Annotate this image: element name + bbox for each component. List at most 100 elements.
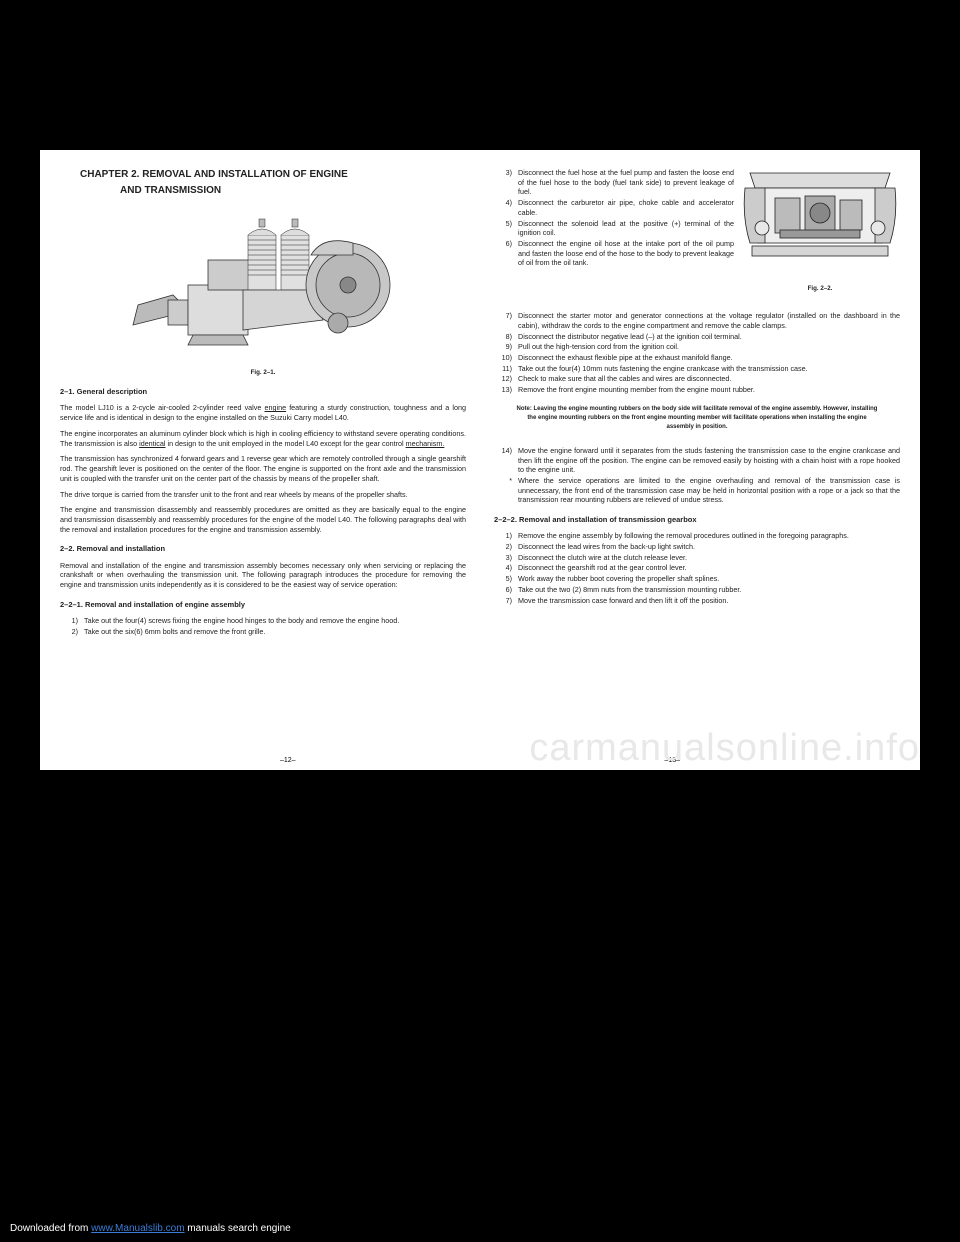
sec-2-1-heading: 2–1. General description xyxy=(60,387,466,397)
list-item: 2)Disconnect the lead wires from the bac… xyxy=(494,542,900,552)
list-item: 1)Take out the four(4) screws fixing the… xyxy=(60,616,466,626)
step-number: 11) xyxy=(494,364,518,374)
step-number: 13) xyxy=(494,385,518,395)
list-item: 3)Disconnect the fuel hose at the fuel p… xyxy=(494,168,734,197)
step-text: Pull out the high-tension cord from the … xyxy=(518,342,900,352)
sec-2-1-para4: The drive torque is carried from the tra… xyxy=(60,490,466,500)
steps-gearbox: 1)Remove the engine assembly by followin… xyxy=(494,531,900,605)
step-14-list: 14)Move the engine forward until it sepa… xyxy=(494,446,900,505)
chapter-title: CHAPTER 2. REMOVAL AND INSTALLATION OF E… xyxy=(60,168,466,182)
list-item: 14)Move the engine forward until it sepa… xyxy=(494,446,900,475)
step-text: Disconnect the exhaust flexible pipe at … xyxy=(518,353,900,363)
download-link[interactable]: www.Manualslib.com xyxy=(91,1223,184,1234)
list-item: 13)Remove the front engine mounting memb… xyxy=(494,385,900,395)
fig1-caption: Fig. 2–1. xyxy=(60,369,466,377)
list-item: 6)Disconnect the engine oil hose at the … xyxy=(494,239,734,268)
list-item: 2)Take out the six(6) 6mm bolts and remo… xyxy=(60,627,466,637)
step-number: 9) xyxy=(494,342,518,352)
download-bar: Downloaded from www.Manualslib.com manua… xyxy=(10,1223,291,1234)
sec-2-2-heading: 2–2. Removal and installation xyxy=(60,544,466,554)
step-text: Disconnect the starter motor and generat… xyxy=(518,311,900,330)
step-number: 2) xyxy=(494,542,518,552)
steps-right-full: 7)Disconnect the starter motor and gener… xyxy=(494,311,900,395)
manual-page-spread: CHAPTER 2. REMOVAL AND INSTALLATION OF E… xyxy=(40,150,920,770)
list-item: 7)Move the transmission case forward and… xyxy=(494,596,900,606)
sec-2-2-para: Removal and installation of the engine a… xyxy=(60,561,466,590)
step-number: 3) xyxy=(494,553,518,563)
page-number-left: –12– xyxy=(280,757,296,764)
step-number: 1) xyxy=(60,616,84,626)
list-item: 5)Disconnect the solenoid lead at the po… xyxy=(494,219,734,238)
list-item: 11)Take out the four(4) 10mm nuts fasten… xyxy=(494,364,900,374)
step-text: Check to make sure that all the cables a… xyxy=(518,374,900,384)
list-item: 12)Check to make sure that all the cable… xyxy=(494,374,900,384)
step-number: * xyxy=(494,476,518,505)
list-item: 10)Disconnect the exhaust flexible pipe … xyxy=(494,353,900,363)
download-suffix: manuals search engine xyxy=(185,1223,291,1234)
step-number: 6) xyxy=(494,239,518,268)
list-item: 6)Take out the two (2) 8mm nuts from the… xyxy=(494,585,900,595)
step-text: Disconnect the distributor negative lead… xyxy=(518,332,900,342)
watermark: carmanualsonline.info xyxy=(529,727,920,770)
step-number: 12) xyxy=(494,374,518,384)
vehicle-figure: Fig. 2–2. xyxy=(740,168,900,303)
step-text: Disconnect the solenoid lead at the posi… xyxy=(518,219,734,238)
step-text: Move the transmission case forward and t… xyxy=(518,596,900,606)
list-item: 5)Work away the rubber boot covering the… xyxy=(494,574,900,584)
sec-2-1-para1: The model LJ10 is a 2-cycle air-cooled 2… xyxy=(60,403,466,422)
step-number: 7) xyxy=(494,311,518,330)
step-text: Disconnect the gearshift rod at the gear… xyxy=(518,563,900,573)
text: The model LJ10 is a 2-cycle air-cooled 2… xyxy=(60,403,264,412)
step-number: 5) xyxy=(494,574,518,584)
list-item: 8)Disconnect the distributor negative le… xyxy=(494,332,900,342)
step-text: Take out the four(4) screws fixing the e… xyxy=(84,616,466,626)
list-item: 4)Disconnect the gearshift rod at the ge… xyxy=(494,563,900,573)
underline-engine: engine xyxy=(264,403,286,412)
list-item: 3)Disconnect the clutch wire at the clut… xyxy=(494,553,900,563)
list-item: 1)Remove the engine assembly by followin… xyxy=(494,531,900,541)
top-right-block: 3)Disconnect the fuel hose at the fuel p… xyxy=(494,168,900,303)
steps-left: 1)Take out the four(4) screws fixing the… xyxy=(60,616,466,636)
sec-2-2-2-heading: 2–2–2. Removal and installation of trans… xyxy=(494,515,900,525)
step-text: Take out the four(4) 10mm nuts fastening… xyxy=(518,364,900,374)
step-text: Move the engine forward until it separat… xyxy=(518,446,900,475)
steps-right-top: 3)Disconnect the fuel hose at the fuel p… xyxy=(494,168,740,297)
step-number: 2) xyxy=(60,627,84,637)
sec-2-1-para3: The transmission has synchronized 4 forw… xyxy=(60,454,466,483)
note-block: Note: Leaving the engine mounting rubber… xyxy=(514,405,880,432)
step-number: 10) xyxy=(494,353,518,363)
right-page: 3)Disconnect the fuel hose at the fuel p… xyxy=(480,168,900,760)
step-text: Disconnect the lead wires from the back-… xyxy=(518,542,900,552)
sec-2-1-para2: The engine incorporates an aluminum cyli… xyxy=(60,429,466,448)
left-page: CHAPTER 2. REMOVAL AND INSTALLATION OF E… xyxy=(60,168,480,760)
step-number: 4) xyxy=(494,198,518,217)
step-text: Take out the six(6) 6mm bolts and remove… xyxy=(84,627,466,637)
step-text: Disconnect the clutch wire at the clutch… xyxy=(518,553,900,563)
step-number: 14) xyxy=(494,446,518,475)
fig2-caption: Fig. 2–2. xyxy=(740,285,900,293)
list-item: 7)Disconnect the starter motor and gener… xyxy=(494,311,900,330)
step-number: 6) xyxy=(494,585,518,595)
sec-2-1-para5: The engine and transmission disassembly … xyxy=(60,505,466,534)
list-item: 4)Disconnect the carburetor air pipe, ch… xyxy=(494,198,734,217)
step-text: Remove the engine assembly by following … xyxy=(518,531,900,541)
step-text: Disconnect the engine oil hose at the in… xyxy=(518,239,734,268)
engine-figure xyxy=(113,205,413,365)
step-number: 4) xyxy=(494,563,518,573)
step-text: Take out the two (2) 8mm nuts from the t… xyxy=(518,585,900,595)
underline-mechanism: mechanism. xyxy=(406,439,445,448)
text: in design to the unit employed in the mo… xyxy=(165,439,405,448)
step-text: Disconnect the fuel hose at the fuel pum… xyxy=(518,168,734,197)
step-number: 1) xyxy=(494,531,518,541)
step-number: 5) xyxy=(494,219,518,238)
step-number: 7) xyxy=(494,596,518,606)
list-item: 9)Pull out the high-tension cord from th… xyxy=(494,342,900,352)
step-number: 8) xyxy=(494,332,518,342)
chapter-subtitle: AND TRANSMISSION xyxy=(60,184,466,198)
step-text: Remove the front engine mounting member … xyxy=(518,385,900,395)
step-number: 3) xyxy=(494,168,518,197)
list-item: *Where the service operations are limite… xyxy=(494,476,900,505)
step-text: Where the service operations are limited… xyxy=(518,476,900,505)
download-prefix: Downloaded from xyxy=(10,1223,91,1234)
underline-identical: identical xyxy=(139,439,165,448)
